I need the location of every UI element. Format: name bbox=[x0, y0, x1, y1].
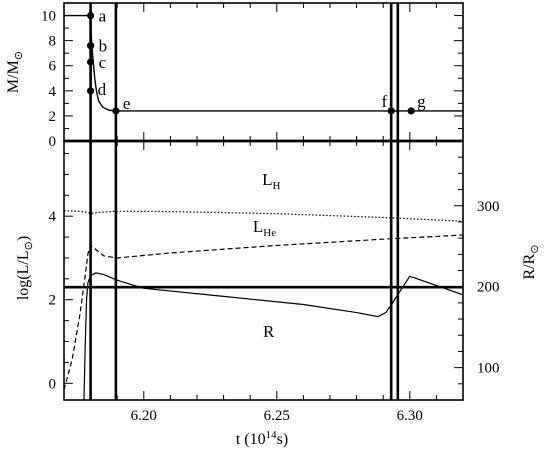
evolution-point-g bbox=[407, 107, 415, 115]
series-label-main: L bbox=[253, 217, 263, 236]
evolution-point-d bbox=[87, 87, 95, 95]
x-axis-title-exponent: 14 bbox=[266, 429, 278, 441]
top-y-axis-title: M/M⊙ bbox=[5, 51, 25, 93]
series-label-LH: LH bbox=[262, 170, 280, 192]
bottom-right-y-axis-title-sub: ⊙ bbox=[529, 244, 541, 253]
left-y-tick-label: 0 bbox=[49, 376, 57, 392]
left-y-tick-label: 4 bbox=[49, 209, 57, 225]
top-y-tick-label: 6 bbox=[49, 59, 57, 75]
point-label-a: a bbox=[99, 7, 107, 26]
bottom-left-y-axis-title-main: log(L/L bbox=[15, 250, 32, 300]
top-y-tick-label: 8 bbox=[49, 34, 57, 50]
point-label-c: c bbox=[99, 53, 107, 72]
bottom-left-y-axis-title-end: ) bbox=[15, 236, 32, 241]
series-label-LHe: LHe bbox=[253, 217, 276, 239]
series-label-main: L bbox=[262, 170, 272, 189]
left-y-tick-label: 2 bbox=[49, 293, 57, 309]
right-y-tick-label: 100 bbox=[477, 361, 500, 377]
x-tick-label: 6.25 bbox=[264, 408, 290, 424]
right-y-tick-label: 300 bbox=[477, 199, 500, 215]
right-y-tick-label: 200 bbox=[477, 280, 500, 296]
evolution-point-c bbox=[87, 58, 95, 66]
top-panel-frame bbox=[63, 2, 464, 142]
top-y-tick-label: 2 bbox=[49, 109, 57, 125]
point-label-f: f bbox=[382, 92, 388, 111]
bottom-right-y-axis-title-main: R/R bbox=[521, 253, 538, 279]
x-tick-label: 6.20 bbox=[131, 408, 157, 424]
x-axis-title: t (1014s) bbox=[236, 429, 288, 448]
evolution-point-e bbox=[112, 107, 120, 115]
point-label-d: d bbox=[98, 80, 107, 99]
evolution-point-b bbox=[87, 42, 95, 50]
x-axis-title-end: s) bbox=[277, 431, 289, 448]
series-label-sub: He bbox=[263, 227, 276, 239]
top-y-axis-title-main: M/M bbox=[5, 60, 22, 93]
bottom-right-y-axis-title: R/R⊙ bbox=[521, 244, 541, 279]
series-label-sub: H bbox=[273, 180, 281, 192]
point-label-b: b bbox=[99, 37, 108, 56]
series-label-R: R bbox=[263, 322, 275, 341]
bottom-left-y-axis-title-sub: ⊙ bbox=[23, 241, 35, 250]
series-label-main: R bbox=[263, 322, 275, 341]
x-axis-title-main: t (10 bbox=[236, 431, 266, 448]
evolution-point-a bbox=[87, 11, 95, 20]
bottom-left-y-axis-title: log(L/L⊙) bbox=[15, 236, 35, 300]
point-label-g: g bbox=[417, 92, 426, 111]
top-y-axis-title-sub: ⊙ bbox=[13, 51, 25, 60]
series-LHe-line bbox=[64, 234, 463, 390]
top-y-tick-label: 4 bbox=[49, 84, 57, 100]
evolution-point-f bbox=[387, 107, 395, 115]
top-y-tick-label: 10 bbox=[41, 9, 56, 25]
series-LH-line bbox=[64, 210, 463, 222]
top-y-tick-label: 0 bbox=[49, 134, 57, 150]
point-label-e: e bbox=[123, 94, 131, 113]
x-tick-label: 6.30 bbox=[397, 408, 423, 424]
